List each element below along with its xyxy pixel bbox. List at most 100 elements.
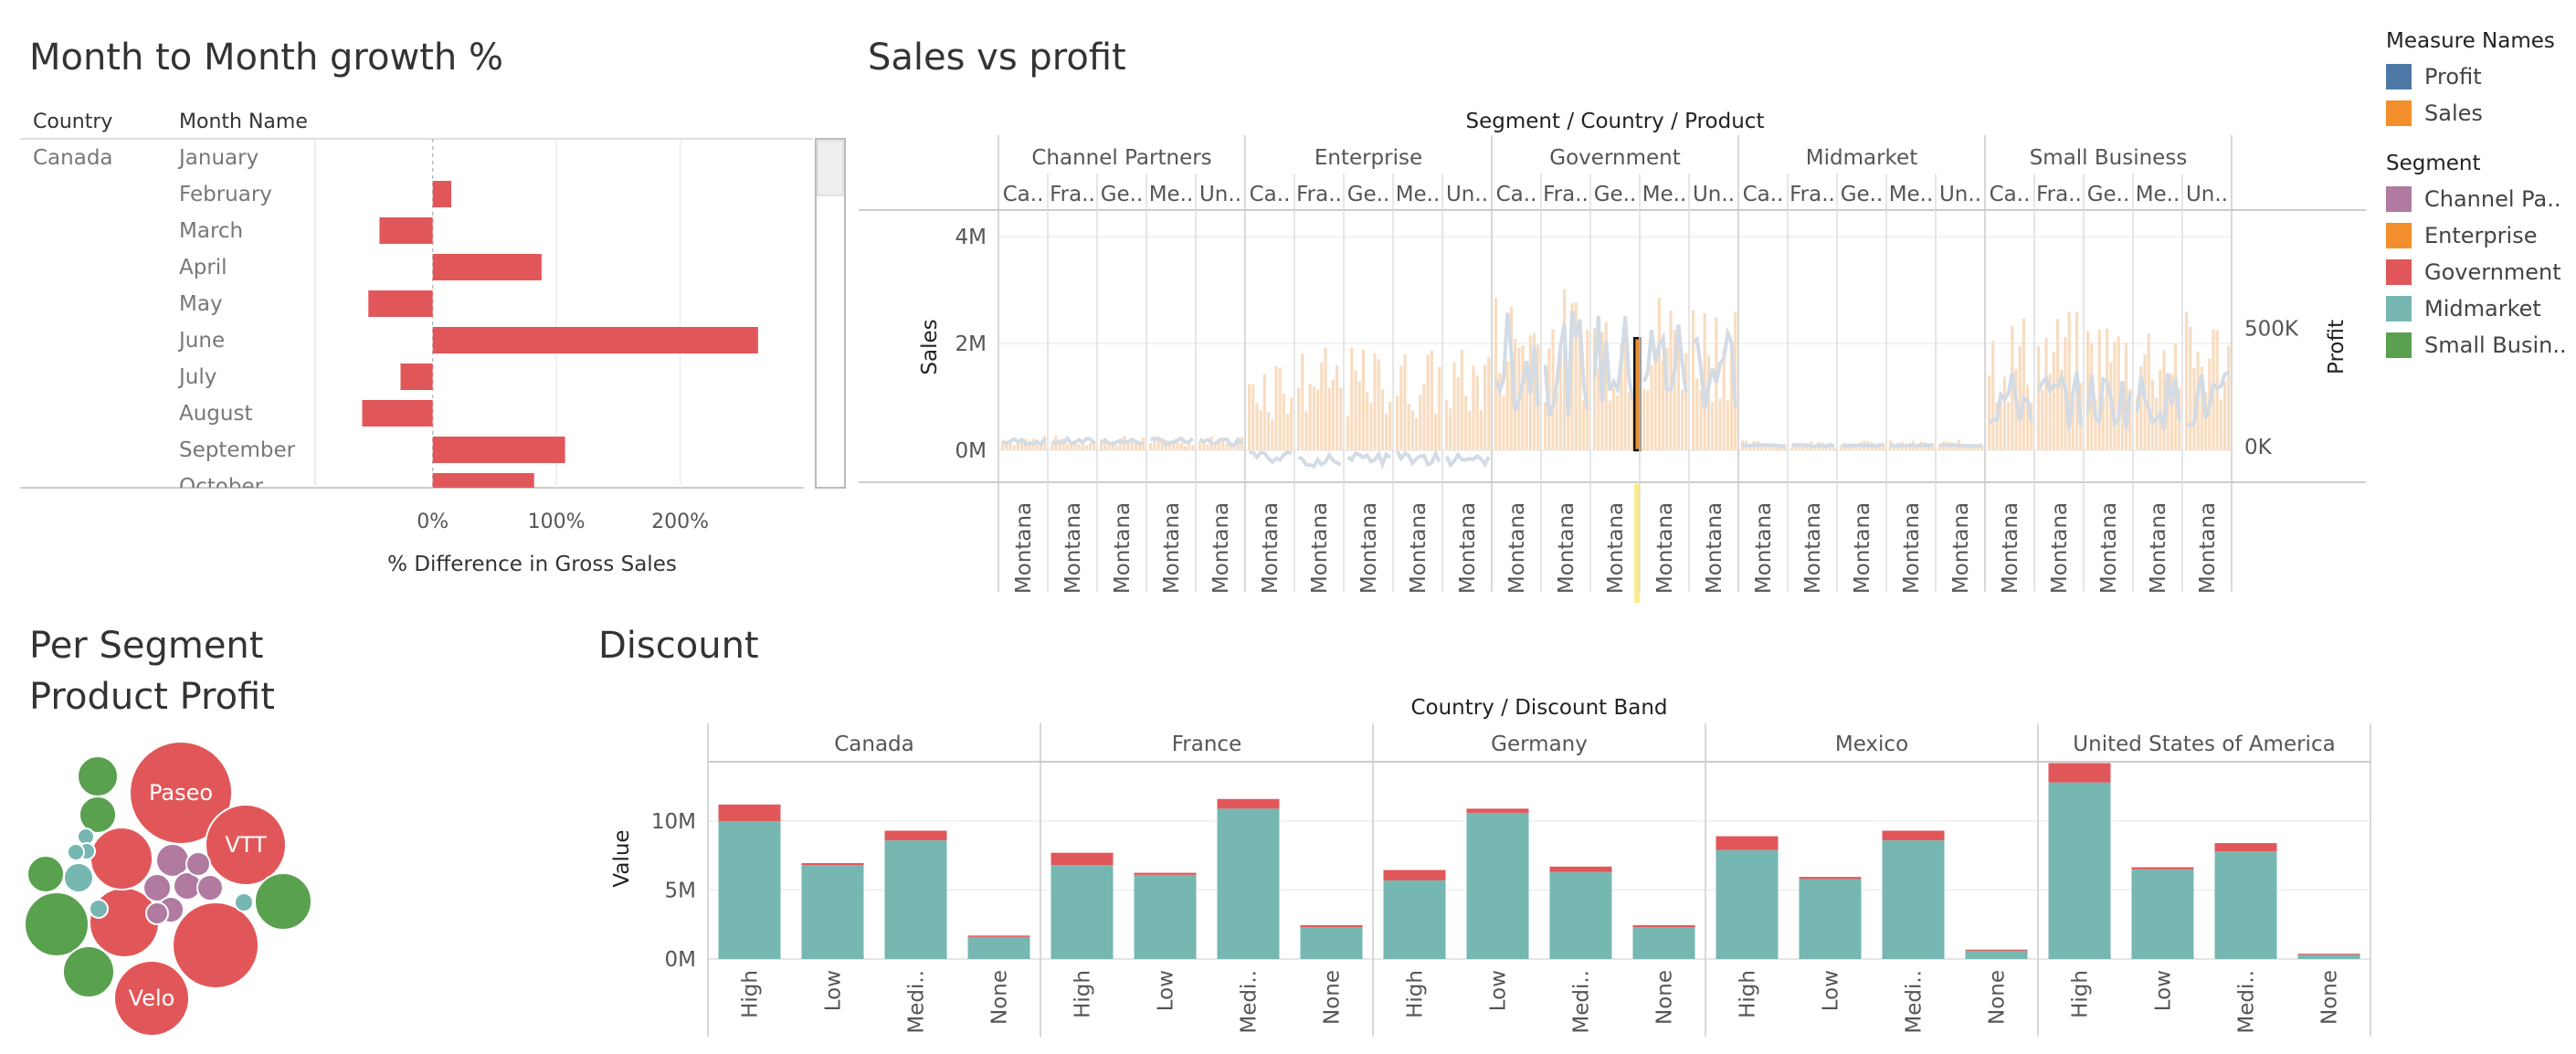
profit-line[interactable] <box>1001 437 1047 448</box>
profit-bubble[interactable] <box>205 804 287 886</box>
sales-bar[interactable] <box>1977 446 1980 450</box>
profit-stack-bar[interactable] <box>801 863 864 866</box>
profit-line[interactable] <box>1988 372 2033 425</box>
sales-bar[interactable] <box>1081 442 1084 450</box>
sales-bar[interactable] <box>1232 445 1236 450</box>
sales-bar[interactable] <box>1505 361 1509 450</box>
sales-bar[interactable] <box>1380 389 1384 450</box>
sales-stack-bar[interactable] <box>718 820 781 959</box>
sales-bar[interactable] <box>1498 373 1502 450</box>
sales-bar[interactable] <box>1748 445 1752 450</box>
sales-bar[interactable] <box>1107 444 1111 450</box>
profit-bubble[interactable] <box>89 899 109 919</box>
sales-bar[interactable] <box>1377 359 1380 450</box>
profit-stack-bar[interactable] <box>1549 866 1612 872</box>
sales-bar[interactable] <box>1089 443 1093 450</box>
sales-bar[interactable] <box>1251 384 1255 450</box>
profit-bubble[interactable] <box>63 862 94 893</box>
sales-bar[interactable] <box>1229 444 1232 450</box>
sales-bar[interactable] <box>1043 436 1047 450</box>
sales-bar[interactable] <box>1574 302 1578 450</box>
sales-bar[interactable] <box>2200 366 2203 450</box>
sales-bar[interactable] <box>1464 395 1468 450</box>
profit-line[interactable] <box>1100 437 1145 447</box>
sales-bar[interactable] <box>1016 439 1019 450</box>
sales-bar[interactable] <box>1065 444 1069 450</box>
profit-stack-bar[interactable] <box>1383 870 1446 880</box>
sales-stack-bar[interactable] <box>1965 950 2028 959</box>
sales-bar[interactable] <box>1301 353 1304 450</box>
sales-bar[interactable] <box>1327 387 1331 450</box>
scrollbar-track[interactable] <box>815 138 846 489</box>
sales-stack-bar[interactable] <box>1383 880 1446 959</box>
profit-bubble[interactable] <box>185 851 211 877</box>
growth-bar[interactable] <box>400 364 433 390</box>
profit-line[interactable] <box>1890 442 1933 448</box>
sales-bar[interactable] <box>2120 395 2124 450</box>
sales-bar[interactable] <box>1487 356 1491 450</box>
sales-bar[interactable] <box>1544 402 1547 450</box>
sales-bar[interactable] <box>1385 414 1388 450</box>
growth-bar[interactable] <box>362 400 433 427</box>
sales-bar[interactable] <box>2071 399 2075 450</box>
sales-bar[interactable] <box>1893 446 1896 450</box>
profit-stack-bar[interactable] <box>1300 924 1363 928</box>
sales-bar[interactable] <box>1008 441 1012 450</box>
sales-bar[interactable] <box>1312 386 1315 450</box>
segment-legend-item[interactable]: Midmarket <box>2386 290 2569 327</box>
sales-stack-bar[interactable] <box>1549 871 1612 959</box>
sales-bar[interactable] <box>1582 399 1586 450</box>
profit-stack-bar[interactable] <box>1716 836 1779 850</box>
sales-bar[interactable] <box>1357 381 1361 450</box>
sales-bar[interactable] <box>1521 345 1525 450</box>
sales-bar[interactable] <box>1927 445 1931 450</box>
sales-bar[interactable] <box>1297 387 1301 450</box>
sales-stack-bar[interactable] <box>2297 954 2360 959</box>
sales-bar[interactable] <box>1419 395 1422 450</box>
profit-stack-bar[interactable] <box>2131 867 2194 870</box>
sales-bar[interactable] <box>1366 391 1369 450</box>
profit-bubble[interactable] <box>79 796 117 834</box>
profit-bubble[interactable] <box>77 755 119 797</box>
growth-bar[interactable] <box>379 217 433 244</box>
sales-bar[interactable] <box>1202 439 1206 450</box>
sales-bar[interactable] <box>1286 414 1290 450</box>
profit-stack-bar[interactable] <box>1466 808 1529 813</box>
sales-bar[interactable] <box>1715 317 1718 450</box>
profit-line[interactable] <box>1346 449 1392 470</box>
sales-bar[interactable] <box>1259 410 1262 450</box>
sales-bar[interactable] <box>1699 390 1703 450</box>
profit-line[interactable] <box>1444 451 1491 469</box>
sales-bar[interactable] <box>2052 352 2055 450</box>
profit-bubble[interactable] <box>129 741 233 845</box>
sales-bar[interactable] <box>1525 374 1528 450</box>
sales-bar[interactable] <box>1119 438 1123 450</box>
sales-bar[interactable] <box>2090 343 2094 450</box>
profit-line[interactable] <box>2186 370 2230 428</box>
sales-bar[interactable] <box>2101 397 2105 450</box>
sales-bar[interactable] <box>1558 351 1562 450</box>
profit-bubble[interactable] <box>172 901 259 989</box>
sales-bar[interactable] <box>1005 444 1008 450</box>
sales-bar[interactable] <box>2136 397 2139 450</box>
sales-bar[interactable] <box>1620 343 1623 450</box>
profit-bubble[interactable] <box>26 855 65 893</box>
growth-bar[interactable] <box>432 473 534 500</box>
sales-bar[interactable] <box>1642 388 1646 450</box>
sales-bar[interactable] <box>1361 349 1365 450</box>
sales-bar[interactable] <box>1153 437 1156 450</box>
sales-bar[interactable] <box>1422 384 1426 450</box>
sales-bar[interactable] <box>2223 382 2227 450</box>
sales-bar[interactable] <box>1346 416 1350 450</box>
sales-bar[interactable] <box>1225 443 1229 450</box>
sales-bar[interactable] <box>1604 321 1608 450</box>
sales-bar[interactable] <box>1100 439 1103 450</box>
sales-bar[interactable] <box>1627 391 1631 450</box>
sales-bar[interactable] <box>1775 447 1779 450</box>
sales-bar[interactable] <box>2067 311 2071 450</box>
sales-stack-bar[interactable] <box>1882 840 1945 959</box>
sales-bar[interactable] <box>1452 362 1456 450</box>
sales-bar[interactable] <box>1331 379 1335 450</box>
sales-bar[interactable] <box>1438 366 1441 450</box>
sales-bar[interactable] <box>2189 326 2192 450</box>
